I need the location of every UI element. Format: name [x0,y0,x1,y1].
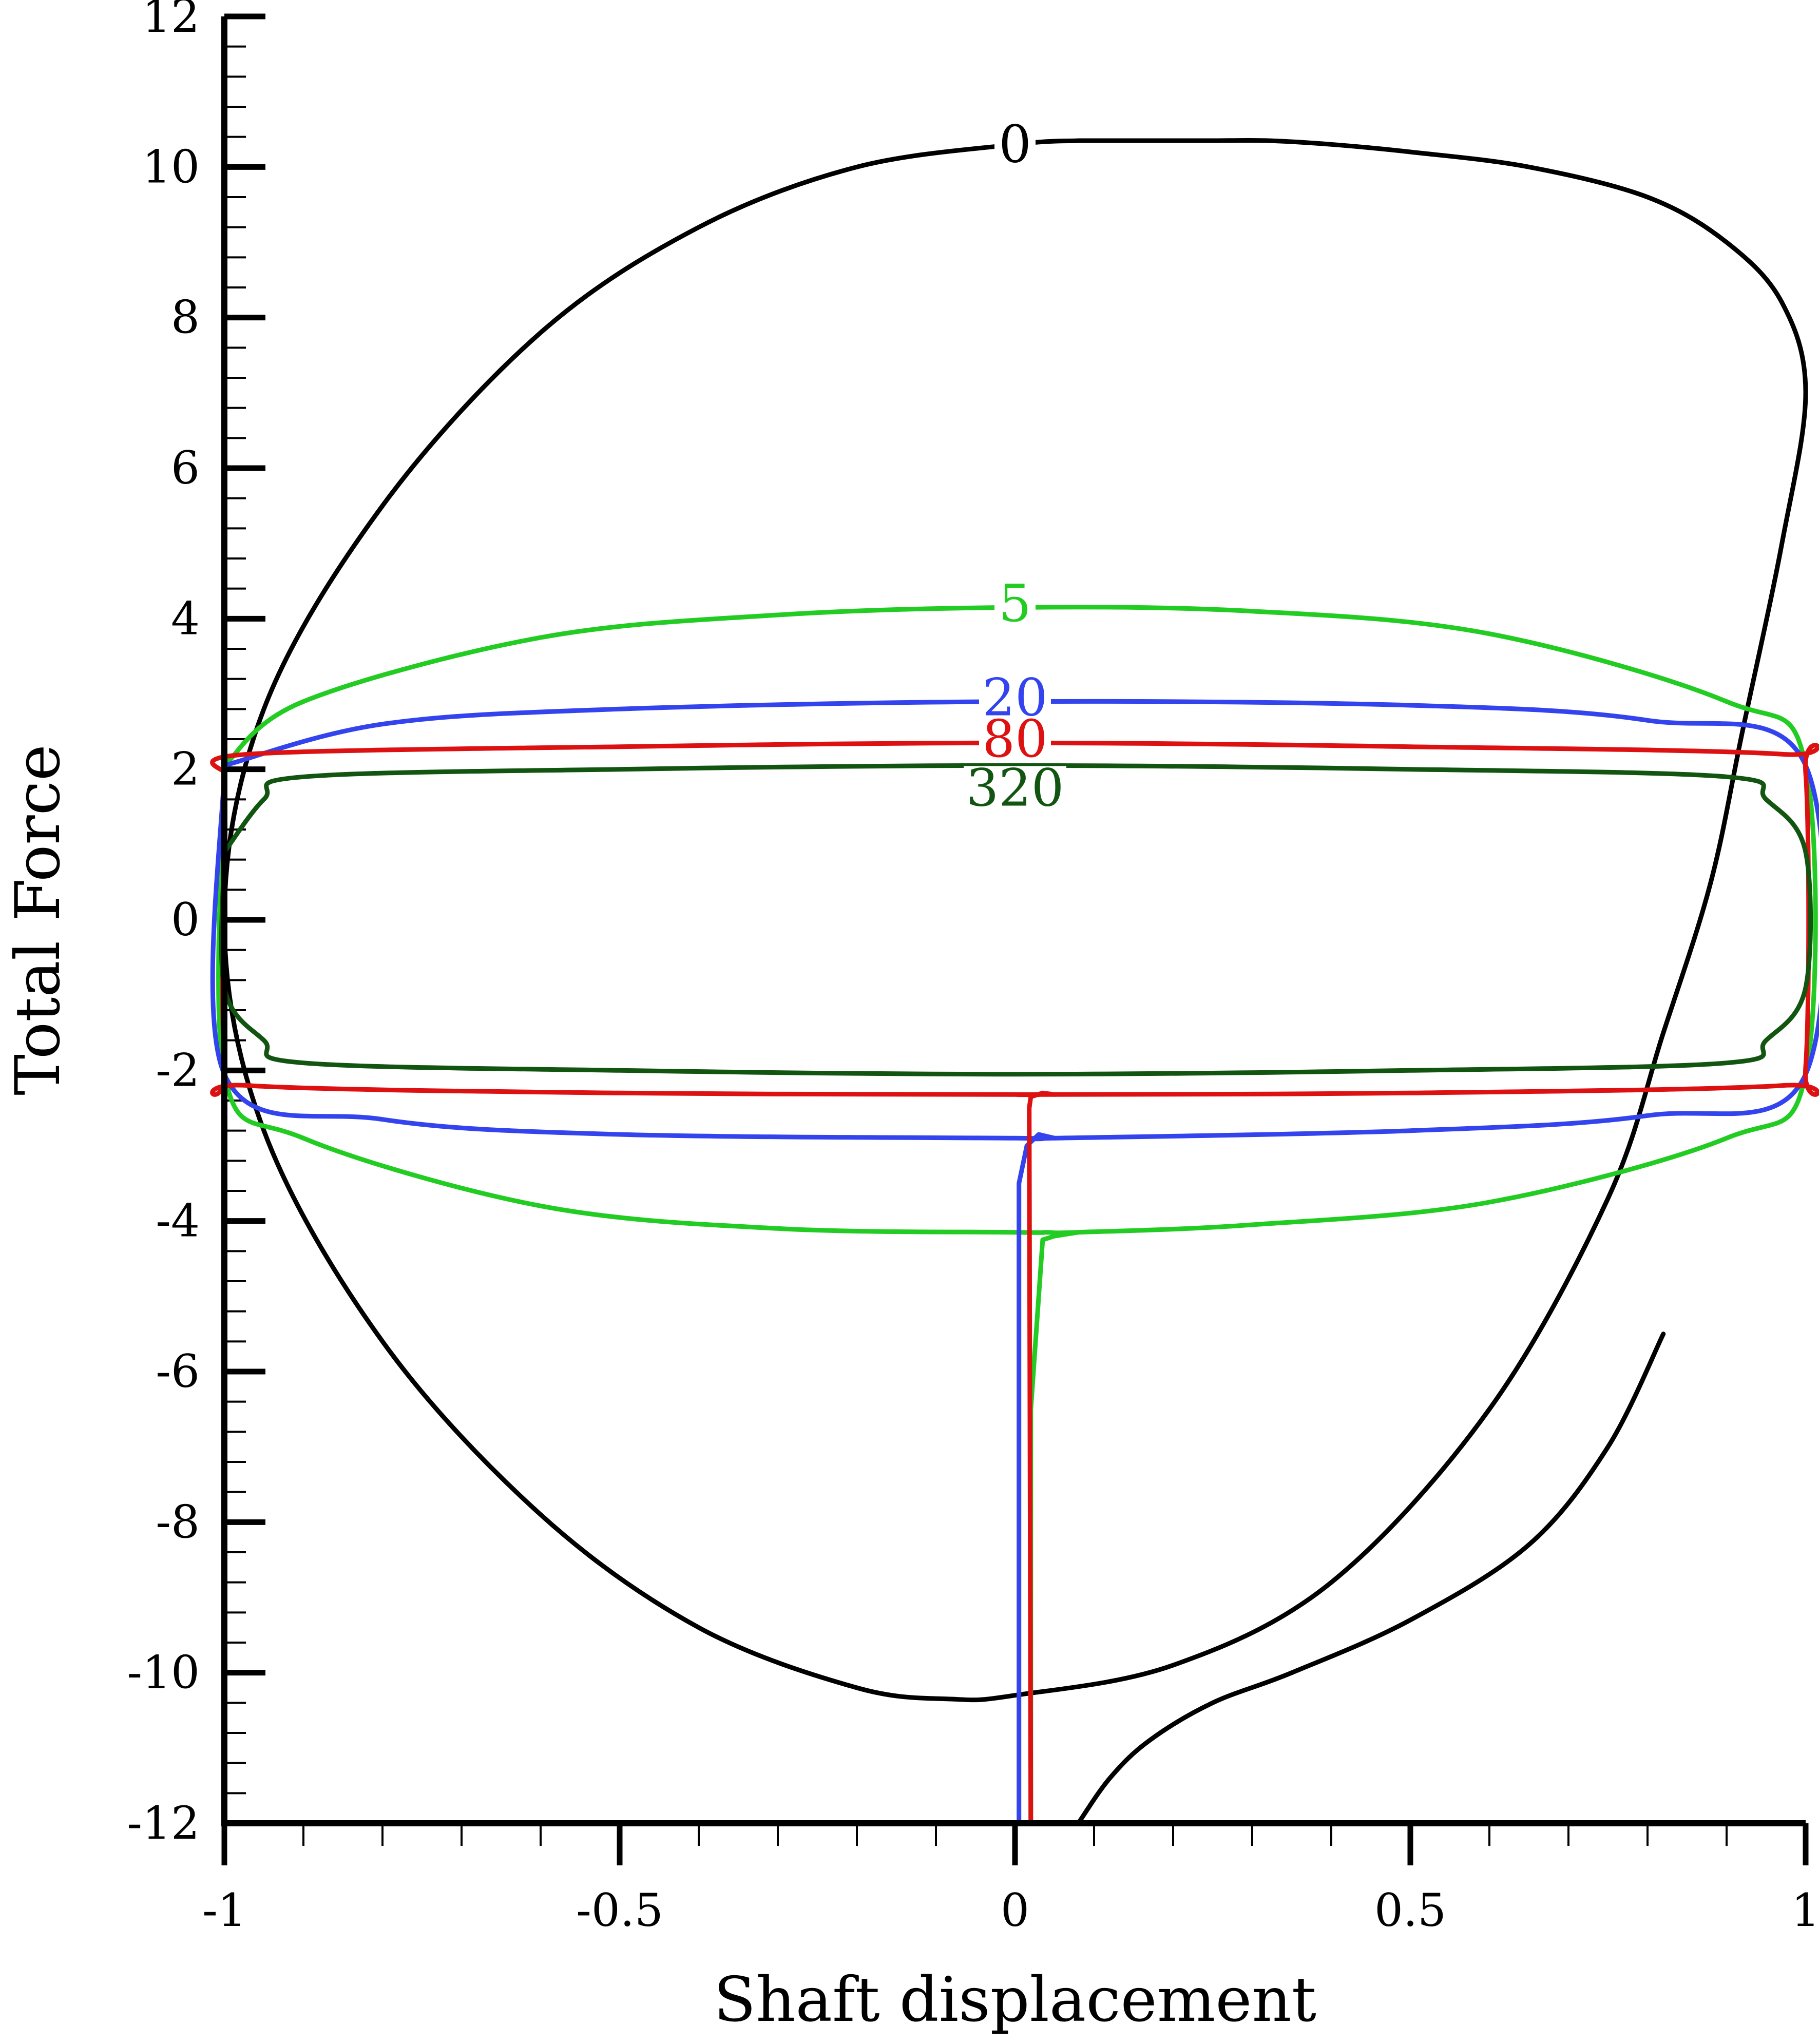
transient-curve [1076,1332,1666,1826]
y-tick-label: 10 [142,140,200,193]
y-axis-title: Total Force [3,744,74,1095]
series-curve-80 [210,740,1819,1097]
series-layer [210,138,1819,1703]
series-curve-320 [219,763,1813,1077]
x-tick-label: 0.5 [1374,1884,1446,1937]
curve-label-bg [994,122,1036,167]
major-ticks [221,13,1809,1865]
transient-curve [1027,1090,1057,1826]
x-axis-title: Shaft displacement [714,1964,1316,2036]
transient-curve [1017,1132,1057,1826]
series-curve-0 [222,138,1808,1703]
y-tick-label: -4 [156,1194,200,1247]
y-tick-label: 4 [171,592,200,645]
x-tick-label: -1 [202,1884,246,1937]
curve-label-bg [964,766,1066,811]
curve-label-80: 80 [982,709,1047,769]
y-tick-label: 2 [171,743,200,796]
curve-label-0: 0 [999,114,1031,174]
x-tick-label: -0.5 [576,1884,663,1937]
series-curve-20 [210,699,1819,1142]
curve-label-bg [979,676,1051,720]
curve-label-bg [994,582,1036,626]
curve-label-bg [979,717,1051,761]
y-tick-label: 0 [171,893,200,946]
y-tick-labels: -12 -10 -8 -6 -4 -2 0 2 4 6 8 10 12 [127,0,200,1849]
minor-ticks [223,15,1807,1846]
y-tick-label: 12 [142,0,200,43]
y-tick-label: -12 [127,1797,200,1849]
y-tick-label: -8 [156,1495,200,1548]
y-tick-label: -6 [156,1345,200,1398]
series-curve-5 [216,605,1818,1236]
y-tick-label: 6 [171,441,200,494]
y-tick-label: -2 [156,1044,200,1096]
y-tick-label: 8 [171,291,200,344]
curve-label-320: 320 [966,758,1064,818]
y-tick-label: -10 [127,1646,200,1699]
transient-curve [1028,1230,1081,1826]
x-tick-labels: -1 -0.5 0 0.5 1 [202,1884,1819,1937]
x-tick-label: 1 [1791,1884,1819,1937]
transient-layer [1017,1090,1666,1826]
x-tick-label: 0 [1001,1884,1029,1937]
curve-label-5: 5 [999,573,1031,633]
